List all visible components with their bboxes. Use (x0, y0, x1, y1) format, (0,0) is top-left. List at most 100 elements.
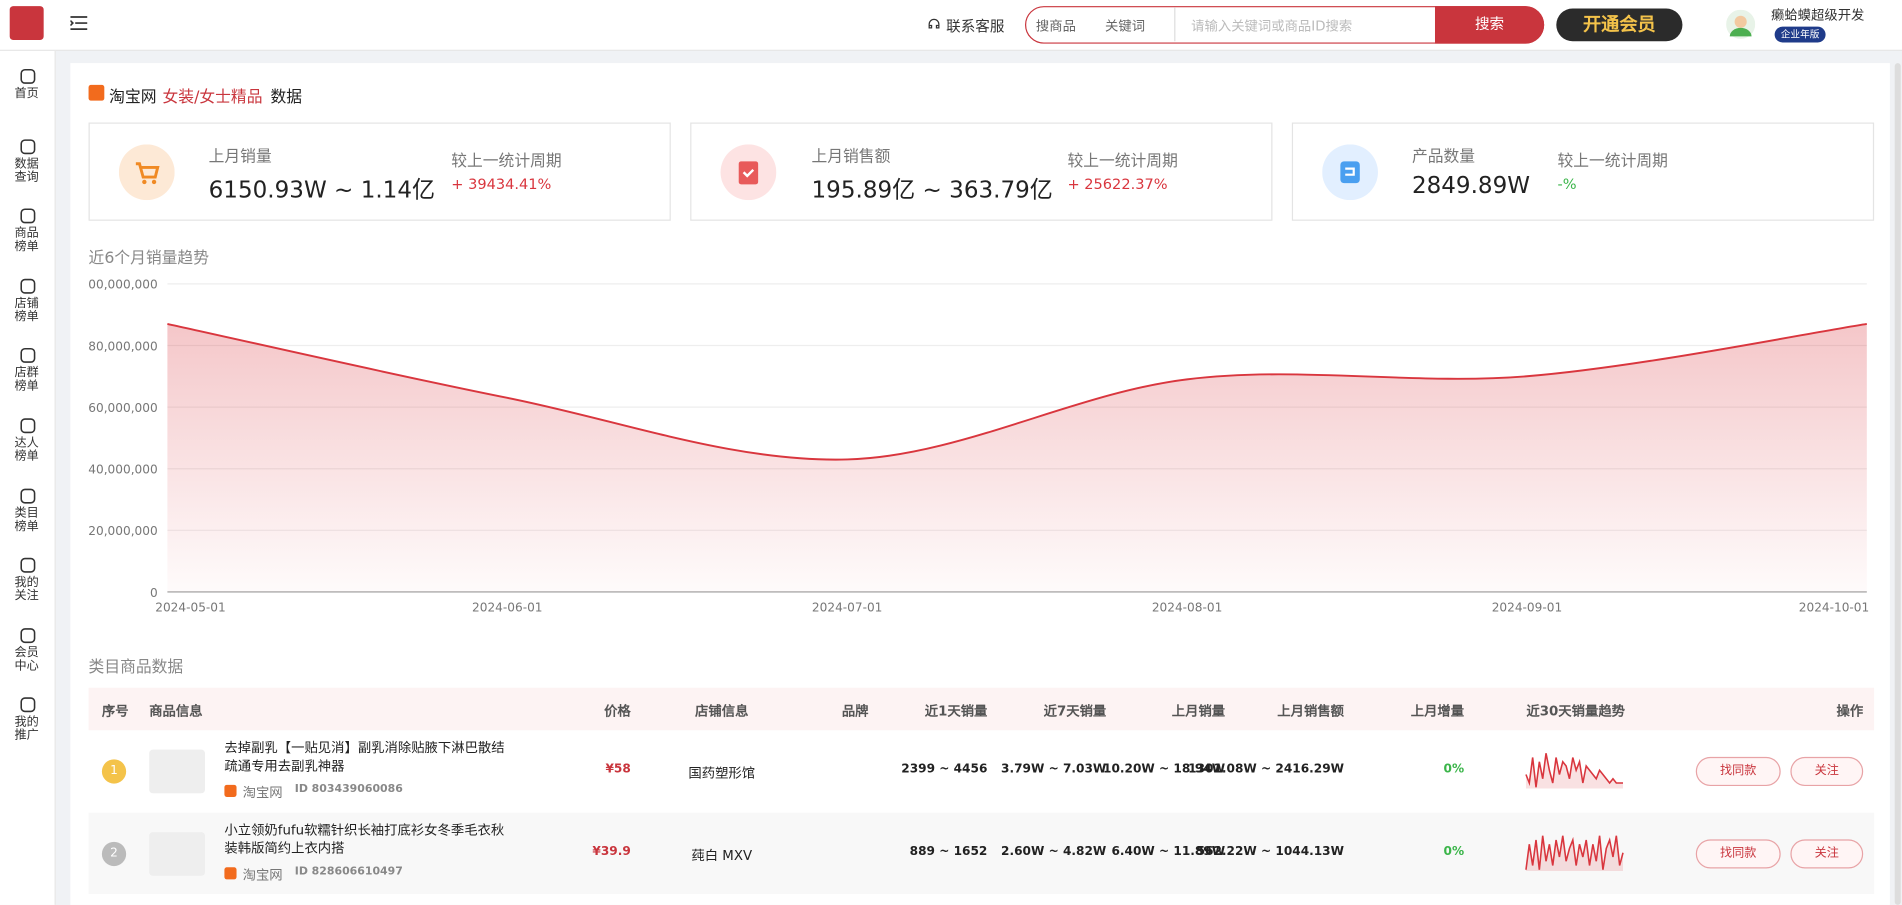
action-button[interactable]: 找同款 (1695, 756, 1781, 787)
sparkline-area (1525, 753, 1624, 789)
product-id: ID 828606610497 (294, 866, 403, 879)
action-button[interactable]: 关注 (1790, 756, 1864, 787)
y-tick-label: 40,000,000 (89, 463, 158, 477)
x-tick-label: 2024-06-01 (472, 600, 542, 614)
stat-label: 上月销量 (208, 147, 272, 167)
column-header: 近7天销量 (1043, 703, 1107, 720)
nav-item[interactable]: 我的关注 (14, 576, 39, 604)
breadcrumb-category[interactable]: 女装/女士精品 (162, 88, 263, 107)
nav-icon (20, 348, 36, 364)
user-badge: 企业年版 (1774, 26, 1826, 43)
vip-button[interactable]: 开通会员 (1556, 8, 1683, 42)
nav-item[interactable]: 首页 (14, 87, 39, 101)
sparkline-line (1525, 835, 1624, 870)
sales-1d: 2399 ~ 4456 (901, 762, 988, 777)
revenue-month: 1301.08W ~ 2416.29W (1188, 762, 1345, 777)
y-tick-label: 0 (150, 586, 158, 600)
sidebar (0, 50, 56, 905)
column-header: 上月增量 (1410, 703, 1465, 720)
platform-icon (224, 784, 237, 797)
service-link[interactable]: 联系客服 (946, 18, 1005, 36)
product-title[interactable]: 小立领奶fufu软糯针织长袖打底衫女冬季毛衣秋装韩版简约上衣内搭 (224, 822, 505, 857)
sales-1d: 889 ~ 1652 (909, 845, 988, 859)
icon-shape (20, 208, 36, 224)
stat-compare-label: 较上一统计周期 (1557, 152, 1668, 172)
price: ¥58 (605, 762, 631, 777)
column-header: 近1天销量 (924, 703, 988, 720)
y-tick-label: 60,000,000 (89, 401, 158, 415)
nav-item[interactable]: 数据查询 (14, 157, 39, 184)
nav-item[interactable]: 达人榜单 (14, 436, 39, 464)
icon-shape (20, 558, 36, 573)
column-header: 价格 (604, 703, 631, 720)
logo[interactable] (9, 6, 44, 41)
line (167, 322, 1867, 461)
stat-value: 6150.93W ~ 1.14亿 (208, 177, 436, 204)
stat-card (690, 122, 1273, 221)
stat-card (1291, 122, 1875, 221)
stat-icon (1322, 144, 1378, 201)
service-icon (928, 18, 940, 29)
scrollbar[interactable] (1894, 63, 1901, 905)
sales-month: 6.40W ~ 11.89W (1111, 845, 1226, 859)
growth: 0% (1443, 762, 1465, 777)
product-title[interactable]: 去掉副乳【一贴见消】副乳消除贴腋下淋巴散结疏通专用去副乳神器 (224, 739, 505, 774)
x-tick-label: 2024-05-01 (155, 600, 225, 614)
product-id: ID 803439060086 (294, 783, 403, 796)
nav-icon (20, 208, 36, 224)
icon-shape (20, 348, 36, 364)
action-button[interactable]: 找同款 (1695, 839, 1781, 869)
divider (1174, 7, 1176, 42)
breadcrumb-platform[interactable]: 淘宝网 (109, 88, 157, 107)
menu-toggle[interactable] (70, 16, 88, 31)
stat-compare-label: 较上一统计周期 (451, 152, 562, 172)
icon-shape (20, 138, 36, 154)
column-header: 上月销售额 (1277, 703, 1345, 720)
search-input[interactable]: 请输入关键词或商品ID搜索 (1191, 18, 1353, 34)
search-type[interactable]: 搜商品 (1035, 18, 1076, 34)
sparkline (1525, 835, 1624, 871)
chart-title: 近6个月销量趋势 (88, 249, 209, 269)
revenue-month: 562.22W ~ 1044.13W (1196, 845, 1345, 859)
stat-value: 195.89亿 ~ 363.79亿 (811, 177, 1053, 204)
column-header: 商品信息 (149, 703, 203, 720)
nav-item[interactable]: 会员中心 (14, 646, 39, 673)
search-button[interactable]: 搜索 (1434, 6, 1545, 44)
nav-item[interactable]: 商品榜单 (14, 227, 39, 254)
stat-compare-label: 较上一统计周期 (1067, 152, 1178, 172)
action-button[interactable]: 关注 (1790, 839, 1864, 869)
avatar[interactable] (1726, 9, 1756, 39)
nav-icon (20, 68, 36, 84)
icon-shape (20, 278, 36, 294)
stat-icon (118, 144, 175, 201)
sales-7d: 3.79W ~ 7.03W (1001, 762, 1107, 777)
x-tick-label: 2024-09-01 (1492, 600, 1562, 614)
stat-change: + 25622.37% (1067, 175, 1168, 193)
search-field[interactable]: 关键词 (1105, 18, 1146, 34)
user-name: 癞蛤蟆超级开发 (1770, 7, 1865, 24)
growth: 0% (1443, 845, 1465, 859)
nav-icon (20, 418, 36, 434)
column-header: 操作 (1836, 703, 1864, 720)
nav-icon (20, 627, 36, 643)
x-tick-label: 2024-08-01 (1152, 600, 1222, 614)
platform-icon (224, 867, 237, 880)
nav-item[interactable]: 类目榜单 (14, 506, 39, 534)
nav-item[interactable]: 我的推广 (14, 716, 39, 743)
nav-item[interactable]: 店铺榜单 (14, 296, 39, 324)
column-header: 品牌 (841, 703, 869, 720)
stat-change: + 39434.41% (451, 175, 552, 193)
product-image (149, 832, 205, 876)
icon-shape (20, 488, 36, 504)
sparkline-line (1525, 753, 1624, 788)
nav-icon (20, 697, 36, 713)
nav-item[interactable]: 店群榜单 (14, 366, 39, 394)
platform-icon (88, 84, 105, 101)
column-header: 近30天销量趋势 (1526, 703, 1626, 720)
stat-label: 产品数量 (1411, 147, 1476, 167)
y-tick-label: 80,000,000 (89, 339, 158, 353)
x-tick-label: 2024-10-01 (1799, 600, 1869, 614)
table-title: 类目商品数据 (88, 658, 184, 677)
